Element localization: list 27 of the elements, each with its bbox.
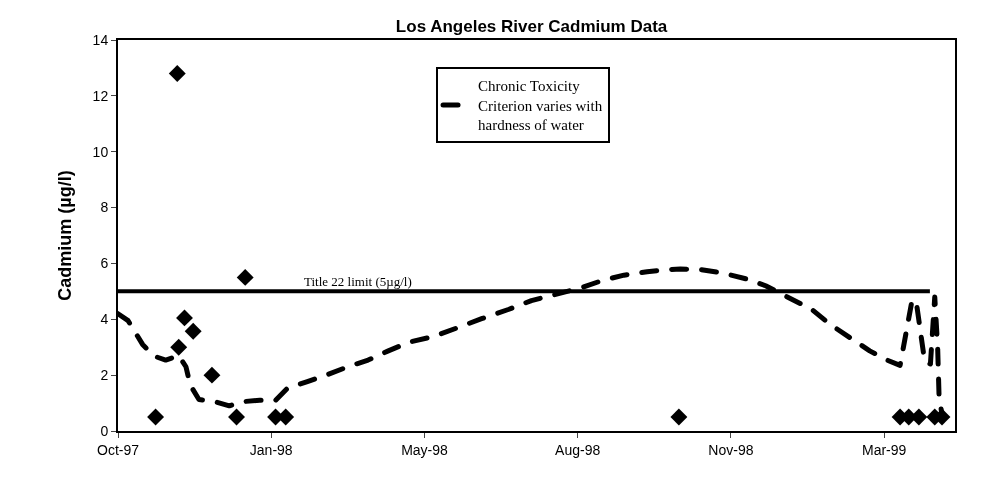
y-tick-label: 2 <box>100 367 109 384</box>
point <box>170 338 188 356</box>
y-tick-label: 8 <box>100 199 109 216</box>
point <box>203 366 221 384</box>
x-tick-label: Nov-98 <box>708 441 754 458</box>
x-tick-label: Oct-97 <box>96 441 140 458</box>
point <box>236 268 254 286</box>
y-tick-label: 4 <box>100 311 109 328</box>
chart-title: Los Angeles River Cadmium Data <box>395 16 668 36</box>
y-tick-label: 14 <box>92 31 109 48</box>
point <box>176 309 193 327</box>
point <box>168 65 186 82</box>
x-tick-label: Jan-98 <box>249 441 293 458</box>
y-axis-title: Cadmium (µg/l) <box>55 170 75 301</box>
point <box>670 408 688 426</box>
y-tick-label: 0 <box>100 422 109 439</box>
x-tick-label: Mar-99 <box>861 441 907 458</box>
y-tick-label: 12 <box>92 87 109 104</box>
x-tick-label: May-98 <box>401 441 449 458</box>
ref-line-label: Title 22 limit (5µg/l) <box>304 274 412 289</box>
point <box>147 408 165 426</box>
point <box>228 408 245 426</box>
y-tick-label: 6 <box>100 255 109 272</box>
legend-label: Chronic Toxicity Criterion varies with hardness of water <box>478 78 603 134</box>
x-tick-label: Aug-98 <box>555 441 601 458</box>
y-tick-label: 10 <box>92 143 109 160</box>
point <box>184 322 202 340</box>
